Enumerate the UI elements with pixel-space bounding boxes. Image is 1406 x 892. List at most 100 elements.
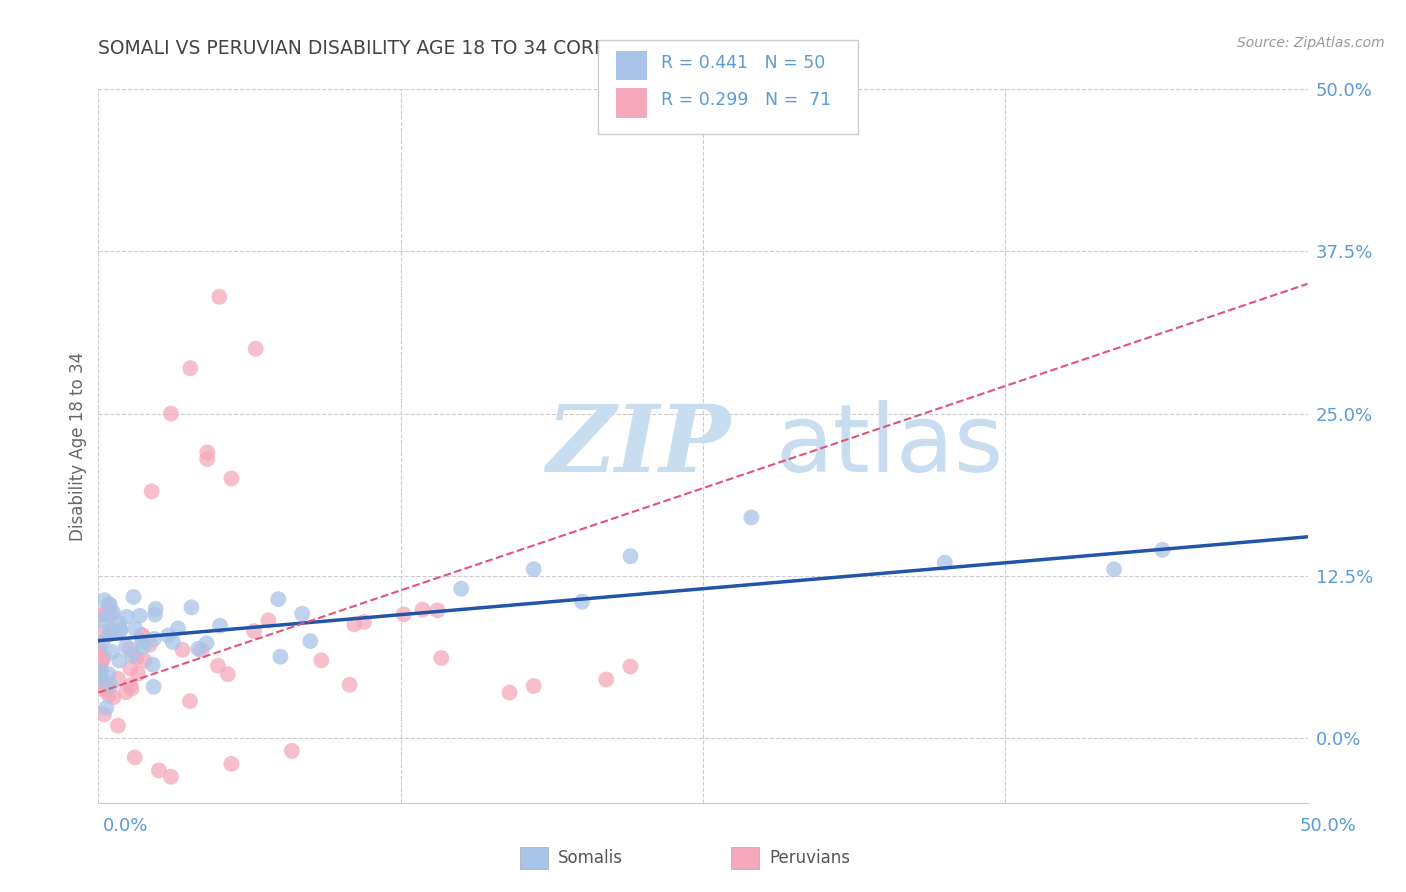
Point bbox=[131, 628, 153, 642]
Point bbox=[100, 624, 122, 638]
Point bbox=[110, 624, 132, 638]
Point bbox=[1152, 542, 1174, 557]
Point bbox=[90, 608, 112, 623]
Point bbox=[101, 605, 124, 619]
Point bbox=[450, 582, 472, 596]
Point bbox=[90, 658, 112, 673]
Point bbox=[243, 624, 266, 638]
Point bbox=[740, 510, 762, 524]
Point bbox=[91, 614, 114, 628]
Point bbox=[392, 607, 415, 622]
Point bbox=[167, 621, 190, 635]
Point bbox=[157, 629, 180, 643]
Point bbox=[127, 666, 149, 681]
Point bbox=[523, 562, 546, 576]
Point bbox=[91, 635, 114, 649]
Point bbox=[114, 685, 136, 699]
Point bbox=[353, 615, 375, 629]
Point bbox=[90, 665, 112, 679]
Point bbox=[91, 624, 114, 639]
Point bbox=[195, 452, 218, 467]
Point bbox=[523, 679, 546, 693]
Point bbox=[124, 622, 146, 636]
Point bbox=[595, 673, 617, 687]
Point bbox=[299, 634, 322, 648]
Point bbox=[98, 607, 121, 622]
Point bbox=[125, 650, 148, 665]
Point bbox=[412, 602, 434, 616]
Point bbox=[143, 632, 166, 646]
Point bbox=[120, 681, 142, 696]
Point bbox=[98, 598, 121, 612]
Point bbox=[281, 744, 304, 758]
Point bbox=[339, 678, 361, 692]
Point bbox=[108, 615, 131, 630]
Text: R = 0.441   N = 50: R = 0.441 N = 50 bbox=[661, 54, 825, 71]
Point bbox=[269, 649, 291, 664]
Point bbox=[97, 667, 120, 681]
Point bbox=[89, 667, 111, 681]
Text: ZIP: ZIP bbox=[546, 401, 730, 491]
Point bbox=[124, 750, 146, 764]
Point bbox=[94, 674, 117, 689]
Text: Peruvians: Peruvians bbox=[769, 849, 851, 867]
Point bbox=[245, 342, 267, 356]
Point bbox=[101, 645, 124, 659]
Point bbox=[93, 707, 115, 722]
Point bbox=[1102, 562, 1125, 576]
Point bbox=[103, 690, 125, 705]
Point bbox=[498, 685, 520, 699]
Point bbox=[195, 636, 218, 650]
Point bbox=[121, 648, 143, 663]
Point bbox=[97, 627, 120, 641]
Point bbox=[179, 361, 201, 376]
Point bbox=[162, 635, 184, 649]
Point bbox=[208, 290, 231, 304]
Point bbox=[619, 659, 641, 673]
Point bbox=[120, 661, 142, 675]
Point bbox=[267, 592, 290, 607]
Point bbox=[96, 701, 118, 715]
Point bbox=[208, 618, 231, 632]
Point bbox=[172, 643, 194, 657]
Point bbox=[134, 654, 156, 668]
Point bbox=[180, 600, 202, 615]
Point bbox=[160, 770, 183, 784]
Point bbox=[100, 678, 122, 692]
Point bbox=[221, 471, 243, 485]
Text: Source: ZipAtlas.com: Source: ZipAtlas.com bbox=[1237, 36, 1385, 50]
Point bbox=[90, 653, 112, 667]
Point bbox=[91, 653, 114, 667]
Point bbox=[190, 643, 212, 657]
Point bbox=[141, 484, 163, 499]
Point bbox=[101, 607, 124, 622]
Point bbox=[87, 669, 110, 683]
Point bbox=[131, 628, 153, 642]
Point bbox=[160, 407, 183, 421]
Point bbox=[97, 598, 120, 612]
Point bbox=[148, 764, 170, 778]
Point bbox=[311, 653, 333, 667]
Point bbox=[143, 607, 166, 622]
Point bbox=[179, 694, 201, 708]
Point bbox=[94, 683, 117, 698]
Point bbox=[187, 641, 209, 656]
Text: 0.0%: 0.0% bbox=[103, 817, 148, 835]
Point bbox=[110, 623, 132, 637]
Point bbox=[343, 617, 366, 632]
Point bbox=[87, 646, 110, 660]
Point bbox=[426, 603, 449, 617]
Point bbox=[101, 623, 124, 637]
Point bbox=[571, 595, 593, 609]
Point bbox=[934, 556, 956, 570]
Point bbox=[87, 639, 110, 653]
Point bbox=[430, 651, 453, 665]
Point bbox=[115, 610, 138, 624]
Text: SOMALI VS PERUVIAN DISABILITY AGE 18 TO 34 CORRELATION CHART: SOMALI VS PERUVIAN DISABILITY AGE 18 TO … bbox=[98, 39, 756, 58]
Point bbox=[291, 607, 314, 621]
Point bbox=[120, 678, 142, 692]
Point bbox=[90, 653, 112, 667]
Point bbox=[96, 608, 118, 623]
Point bbox=[131, 634, 153, 648]
Point bbox=[122, 590, 145, 604]
